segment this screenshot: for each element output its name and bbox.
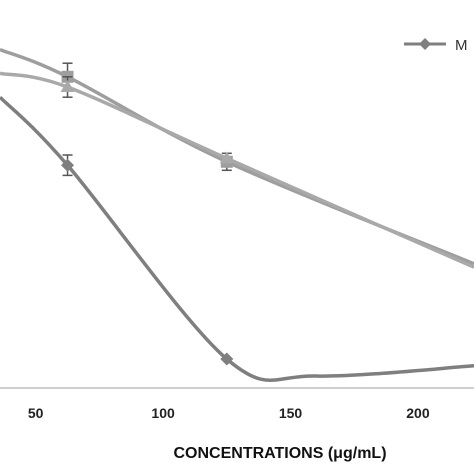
- series-3-line: [0, 71, 474, 269]
- plot-area: [0, 47, 474, 382]
- series-2: [0, 47, 474, 266]
- x-axis-title: CONCENTRATIONS (μg/mL): [173, 445, 386, 462]
- series-3-triangle-marker: [219, 151, 234, 164]
- legend: M: [404, 37, 468, 54]
- series-1: [0, 95, 474, 382]
- x-axis-ticks: 50 100 150 200: [28, 405, 430, 421]
- series-1-diamond-marker: [61, 158, 75, 172]
- x-tick-label: 150: [279, 405, 303, 421]
- x-tick-label: 50: [28, 405, 44, 421]
- legend-diamond-marker: [419, 38, 431, 50]
- series-1-diamond-marker: [220, 352, 234, 366]
- series-3: [0, 71, 474, 269]
- legend-label: M: [455, 37, 468, 54]
- x-tick-label: 200: [406, 405, 430, 421]
- series-1-line: [0, 95, 474, 382]
- x-tick-label: 100: [151, 405, 175, 421]
- series-3-triangle-marker: [60, 80, 75, 92]
